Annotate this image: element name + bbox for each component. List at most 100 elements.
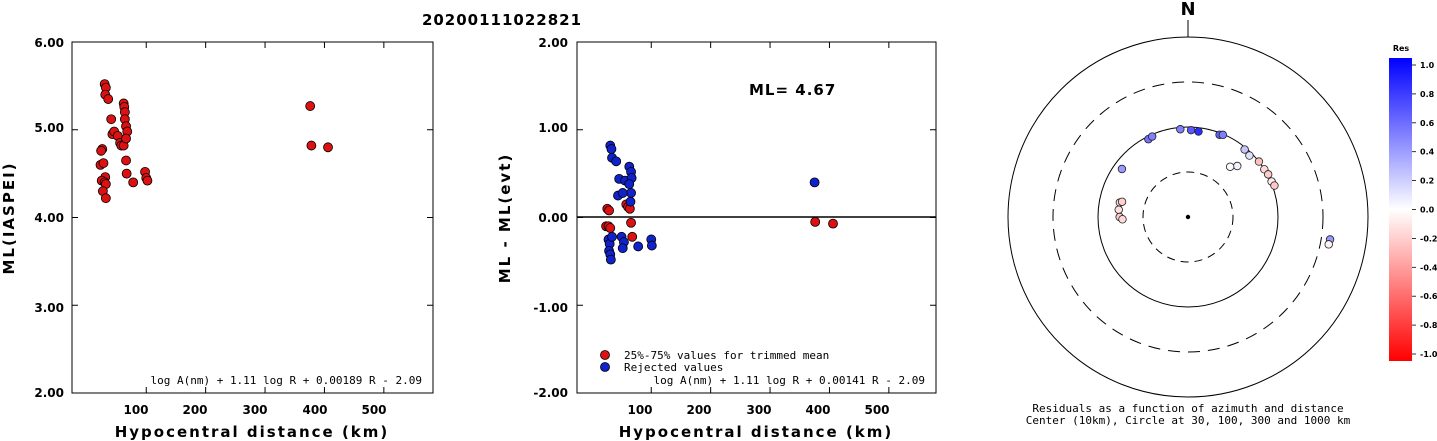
polar-point (1147, 132, 1157, 141)
polar-point (1117, 164, 1127, 174)
panel1-ytick: 3.00 (34, 301, 64, 315)
polar-point (1233, 161, 1242, 171)
panel1-xlabel: Hypocentral distance (km) (115, 423, 390, 441)
colorbar-tick-label: 0.6 (1420, 119, 1435, 128)
residual-point (606, 144, 617, 154)
panel1-xtick: 500 (361, 403, 386, 417)
residual-point (626, 188, 636, 198)
residual-point (627, 231, 638, 242)
polar-caption-1: Residuals as a function of azimuth and d… (1032, 402, 1343, 415)
colorbar: Res 1.0 0.8 0.6 0.4 0.2 0.0 -0.2 -0.4 -0.6 -0.8 -1… (1389, 44, 1437, 361)
panel1-formula: log A(nm) + 1.11 log R + 0.00189 R - 2.0… (150, 374, 422, 387)
data-point (128, 177, 139, 188)
residual-point (607, 231, 617, 242)
residual-point (626, 217, 636, 228)
data-point (121, 168, 132, 179)
polar-point (1194, 127, 1203, 136)
data-point (96, 145, 107, 156)
panel2-xtick: 100 (627, 403, 652, 417)
data-point (306, 140, 317, 151)
panel2-ytick: 1.00 (538, 121, 568, 135)
panel2-ytick: -1.00 (533, 301, 568, 315)
colorbar-tick-label: -0.8 (1420, 321, 1437, 330)
data-point (323, 142, 333, 153)
polar-point (1225, 162, 1235, 171)
panel2-xtick: 500 (864, 403, 889, 417)
colorbar-gradient (1389, 58, 1412, 361)
colorbar-tick-label: -0.6 (1420, 292, 1437, 301)
panel2-xtick: 400 (805, 403, 830, 417)
polar-point (1186, 125, 1196, 135)
panel-polar-residuals: N Residuals as a function of azimuth and… (1007, 0, 1369, 427)
legend-trimmed-marker (600, 350, 610, 360)
panel1-xtick: 100 (123, 403, 148, 417)
panel-ml-iaspei: 6.00 5.00 4.00 3.00 2.00 100 200 300 400… (0, 36, 434, 441)
panel2-xlabel: Hypocentral distance (km) (619, 423, 894, 441)
residual-point (625, 196, 636, 207)
panel1-ylabel: ML(IASPEI) (0, 161, 18, 274)
legend-trimmed-label: 25%-75% values for trimmed mean (624, 349, 829, 362)
panel-ml-residual: 2.00 1.00 0.00 -1.00 -2.00 100 200 300 4… (496, 36, 937, 441)
polar-point (1324, 240, 1333, 249)
colorbar-tick-label: 0.0 (1420, 206, 1435, 215)
colorbar-tick-label: 1.0 (1420, 61, 1435, 70)
legend-rejected-label: Rejected values (624, 361, 723, 374)
ring-dashed-inner (1142, 171, 1234, 263)
panel1-xtick: 400 (302, 403, 327, 417)
north-label: N (1180, 0, 1195, 20)
panel1-points (95, 79, 333, 204)
polar-point (1218, 130, 1228, 140)
ring-dashed-outer (1052, 81, 1324, 353)
panel1-frame (71, 41, 434, 394)
panel2-points (601, 140, 838, 265)
data-point (121, 155, 131, 166)
panel1-ytick: 2.00 (34, 386, 64, 400)
data-point (103, 94, 114, 104)
panel1-ticks (72, 41, 433, 394)
panel2-formula: log A(nm) + 1.11 log R + 0.00141 R - 2.0… (653, 374, 925, 387)
residual-point (809, 177, 820, 188)
polar-point (1117, 197, 1127, 206)
colorbar-tick-label: 0.8 (1420, 90, 1435, 99)
panel2-xtick: 200 (686, 403, 711, 417)
panel1-xtick: 200 (182, 403, 207, 417)
data-point (100, 193, 111, 204)
colorbar-title: Res (1393, 44, 1410, 53)
data-point (98, 158, 109, 168)
ml-value: ML= 4.67 (749, 81, 836, 99)
data-point (121, 133, 131, 144)
data-point (106, 114, 117, 125)
panel2-ytick: -2.00 (533, 386, 568, 400)
residual-point (617, 243, 628, 254)
panel1-xtick: 300 (242, 403, 267, 417)
residual-point (828, 218, 838, 229)
colorbar-ticks: 1.0 0.8 0.6 0.4 0.2 0.0 -0.2 -0.4 -0.6 -0.8 -1.0 (1412, 61, 1437, 359)
polar-point (1176, 125, 1185, 134)
residual-point (604, 205, 614, 216)
residual-point (646, 240, 657, 251)
residual-point (624, 179, 635, 190)
data-point (142, 175, 153, 186)
residual-point (605, 254, 616, 265)
panel1-ytick: 6.00 (34, 36, 64, 50)
residual-point (611, 156, 622, 167)
residual-point (633, 241, 644, 252)
colorbar-tick-label: 0.4 (1420, 148, 1435, 157)
epicenter-dot (1185, 214, 1191, 220)
data-point (305, 101, 316, 111)
polar-point (1118, 215, 1127, 224)
polar-point (1240, 145, 1249, 154)
ring-outer (1007, 36, 1369, 398)
figure-title: 20200111022821 (422, 11, 582, 29)
polar-caption-2: Center (10km), Circle at 30, 100, 300 an… (1026, 414, 1351, 427)
residual-point (810, 216, 821, 227)
panel2-ytick: 2.00 (538, 36, 568, 50)
polar-point (1245, 151, 1254, 160)
polar-point (1114, 205, 1123, 214)
panel2-xtick: 300 (746, 403, 771, 417)
colorbar-tick-label: -0.2 (1420, 234, 1437, 243)
polar-point (1263, 170, 1273, 179)
panel1-ytick: 4.00 (34, 211, 64, 225)
residual-point (605, 223, 616, 233)
